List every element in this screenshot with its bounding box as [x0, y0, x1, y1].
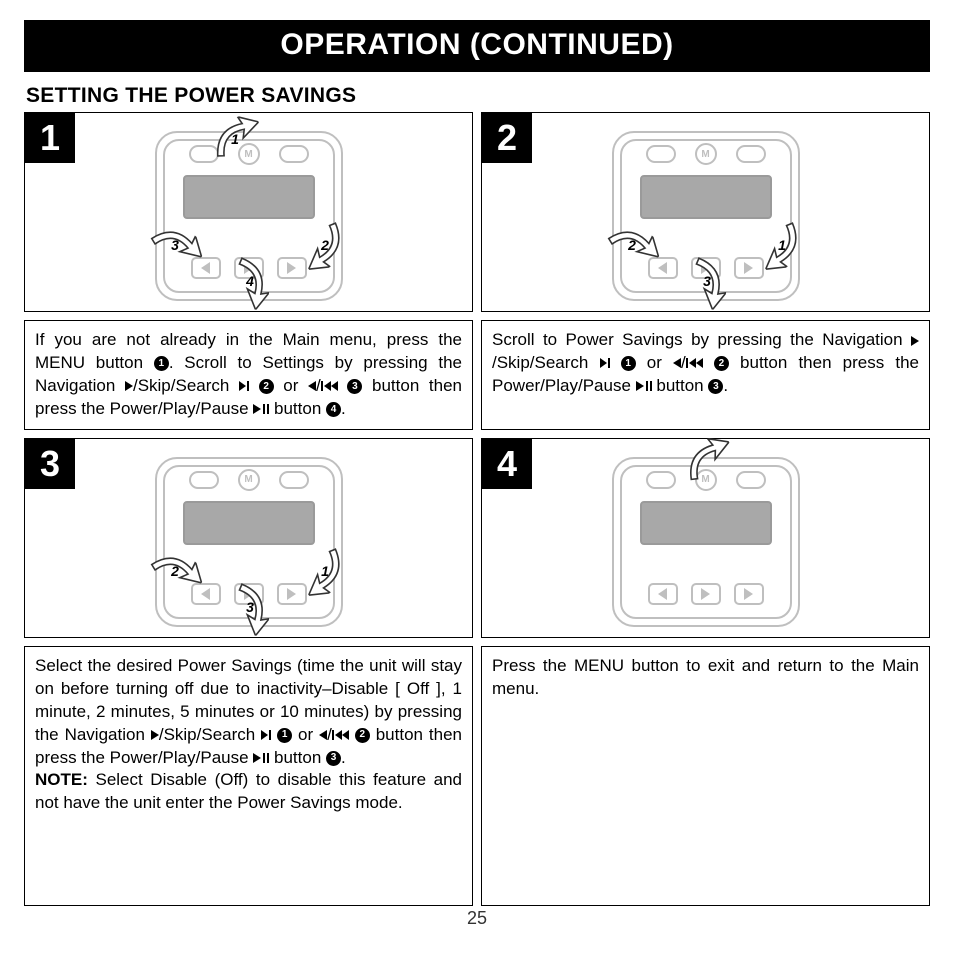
skip-back-icon [686, 358, 703, 368]
nav-right-icon [911, 336, 919, 346]
skip-fwd-icon [261, 730, 271, 740]
circled-4-icon: 4 [326, 402, 341, 417]
manual-page: OPERATION (CONTINUED) SETTING THE POWER … [0, 0, 954, 949]
step-number: 3 [25, 439, 75, 489]
body-text: Scroll to Power Savings by pressing the … [492, 330, 911, 349]
play-pause-icon [636, 381, 652, 391]
play-pause-icon [253, 753, 269, 763]
note-label: NOTE: [35, 770, 88, 789]
body-text: or [292, 725, 319, 744]
body-text: or [636, 353, 673, 372]
step1-figure: 1 M 1 2 3 4 [24, 112, 473, 312]
nav-left-icon [319, 730, 327, 740]
nav-right-icon [151, 730, 159, 740]
body-text: . [341, 748, 346, 767]
circled-2-icon: 2 [355, 728, 370, 743]
circled-3-icon: 3 [326, 751, 341, 766]
skip-fwd-icon [600, 358, 610, 368]
step2-text: Scroll to Power Savings by pressing the … [481, 320, 930, 430]
body-text: /Skip/Search [159, 725, 261, 744]
nav-left-icon [308, 381, 316, 391]
step-number: 4 [482, 439, 532, 489]
skip-fwd-icon [239, 381, 249, 391]
section-subheader: SETTING THE POWER SAVINGS [26, 84, 930, 108]
step2-figure: 2 M 1 2 3 [481, 112, 930, 312]
body-text: button [269, 748, 326, 767]
circled-2-icon: 2 [259, 379, 274, 394]
skip-back-icon [321, 381, 338, 391]
body-text: or [274, 376, 308, 395]
circled-1-icon: 1 [154, 356, 169, 371]
steps-grid: 1 M 1 2 3 4 2 M 1 2 [24, 112, 930, 906]
body-text: /Skip/Search [133, 376, 239, 395]
body-text: Press the MENU button to exit and return… [492, 656, 919, 698]
body-text: /Skip/Search [492, 353, 600, 372]
body-text: button [269, 399, 326, 418]
nav-left-icon [673, 358, 681, 368]
step4-text: Press the MENU button to exit and return… [481, 646, 930, 906]
step-number: 2 [482, 113, 532, 163]
circled-1-icon: 1 [277, 728, 292, 743]
body-text: . [341, 399, 346, 418]
step-number: 1 [25, 113, 75, 163]
circled-1-icon: 1 [621, 356, 636, 371]
body-text: button [652, 376, 709, 395]
step1-text: If you are not already in the Main menu,… [24, 320, 473, 430]
play-pause-icon [253, 404, 269, 414]
circled-2-icon: 2 [714, 356, 729, 371]
nav-right-icon [125, 381, 133, 391]
circled-3-icon: 3 [708, 379, 723, 394]
step4-figure: 4 M [481, 438, 930, 638]
skip-back-icon [332, 730, 349, 740]
note-text: Select Disable (Off) to disable this fea… [35, 770, 462, 812]
step3-text: Select the desired Power Savings (time t… [24, 646, 473, 906]
page-header: OPERATION (CONTINUED) [24, 20, 930, 72]
step3-figure: 3 M 1 2 3 [24, 438, 473, 638]
body-text: . [723, 376, 728, 395]
circled-3-icon: 3 [347, 379, 362, 394]
page-number: 25 [24, 908, 930, 929]
